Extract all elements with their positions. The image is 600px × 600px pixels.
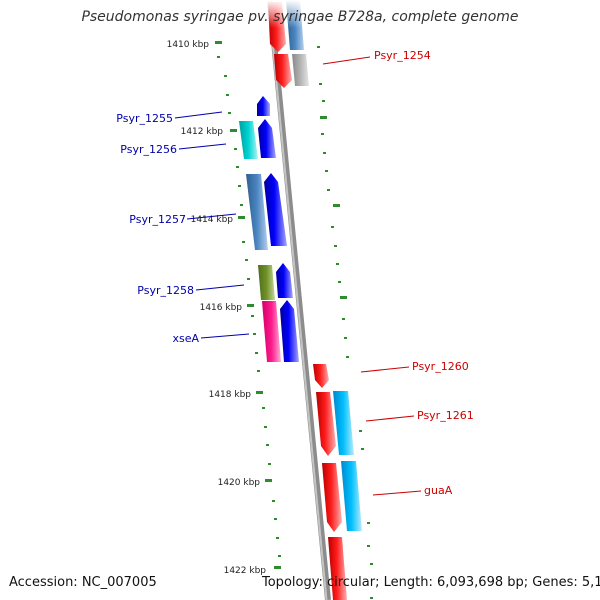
gene-arrow-up <box>276 263 293 298</box>
map-title: Pseudomonas syringae pv. syringae B728a,… <box>81 9 519 25</box>
tick-mark <box>274 566 281 569</box>
gene-label-guaa[interactable]: guaA <box>424 484 453 497</box>
tick-label-1420: 1420 kbp <box>218 478 261 488</box>
gene-arrow-down <box>328 537 347 600</box>
guide-dots <box>217 46 373 599</box>
gene-block-steel <box>246 174 268 250</box>
gene-arrow-down <box>313 364 329 388</box>
tick-mark <box>340 296 347 299</box>
accession-text: Accession: NC_007005 <box>9 575 157 590</box>
tick-label-1414: 1414 kbp <box>191 215 234 225</box>
tick-mark <box>320 116 327 119</box>
tick-mark <box>247 304 254 307</box>
gene-arrow-up <box>258 119 276 158</box>
gene-block-teal <box>239 121 258 159</box>
topology-text: Topology: circular; Length: 6,093,698 bp… <box>262 575 600 590</box>
tick-mark <box>238 216 245 219</box>
tick-label-1418: 1418 kbp <box>209 390 252 400</box>
gene-block-cyan <box>341 461 362 531</box>
gene-block-cyan <box>333 391 354 455</box>
tick-label-1416: 1416 kbp <box>200 303 243 313</box>
gene-label-psyr-1261[interactable]: Psyr_1261 <box>417 409 474 422</box>
gene-arrows-forward-strand[interactable] <box>313 364 362 600</box>
gene-arrow-down <box>316 392 336 456</box>
kbp-ticks <box>215 41 347 569</box>
title-fade <box>0 0 600 28</box>
tick-mark <box>265 479 272 482</box>
gene-arrow-up <box>280 300 299 362</box>
gene-block-pink <box>262 301 281 362</box>
tick-label-1410: 1410 kbp <box>167 40 210 50</box>
gene-arrow-up <box>264 173 287 246</box>
gene-arrow-down <box>322 463 342 532</box>
gene-label-psyr-1254[interactable]: Psyr_1254 <box>374 49 431 62</box>
gene-label-psyr-1255[interactable]: Psyr_1255 <box>116 112 173 125</box>
gene-leader-lines <box>174 56 422 496</box>
gene-arrow-reverse <box>292 54 309 86</box>
kbp-tick-labels: 1410 kbp 1412 kbp 1414 kbp 1416 kbp 1418… <box>167 40 267 576</box>
gene-label-psyr-1257[interactable]: Psyr_1257 <box>129 213 186 226</box>
tick-mark <box>256 391 263 394</box>
tick-label-1422: 1422 kbp <box>224 566 267 576</box>
gene-label-psyr-1256[interactable]: Psyr_1256 <box>120 143 177 156</box>
gene-label-psyr-1258[interactable]: Psyr_1258 <box>137 284 194 297</box>
gene-arrows-reverse-strand[interactable] <box>257 96 299 362</box>
gene-block-olive <box>258 265 275 300</box>
gene-label-psyr-1260[interactable]: Psyr_1260 <box>412 360 469 373</box>
tick-label-1412: 1412 kbp <box>181 127 224 137</box>
genome-backbone <box>267 0 331 600</box>
tick-mark <box>215 41 222 44</box>
gene-blocks-left[interactable] <box>239 121 281 362</box>
gene-arrow-up <box>257 96 270 116</box>
tick-mark <box>333 204 340 207</box>
gene-arrow-forward <box>274 54 292 88</box>
tick-mark <box>230 129 237 132</box>
gene-label-xsea[interactable]: xseA <box>172 332 199 345</box>
